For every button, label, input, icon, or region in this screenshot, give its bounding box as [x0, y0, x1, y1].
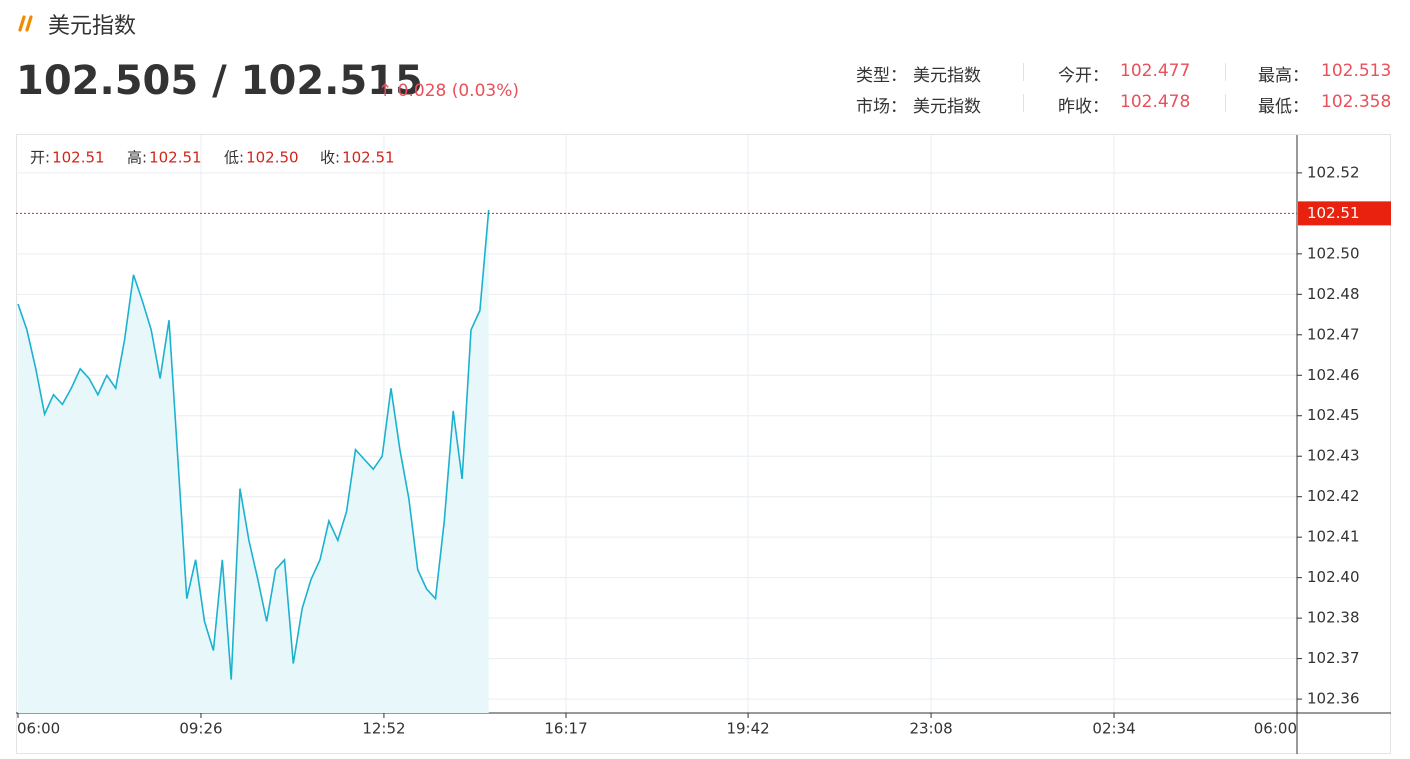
info-label: 今开： [1058, 66, 1109, 86]
ohlc-label: 收: [320, 149, 340, 167]
info-value: 102.358 [1321, 92, 1392, 112]
x-tick-label: 12:52 [362, 720, 405, 738]
y-tick-label: 102.45 [1307, 406, 1360, 424]
divider [1225, 94, 1226, 112]
y-tick-label: 102.43 [1307, 447, 1360, 465]
ohlc-label: 开: [30, 149, 50, 167]
divider [1023, 94, 1024, 112]
info-label: 昨收： [1058, 97, 1109, 117]
x-tick-label: 06:00 [17, 720, 60, 738]
divider [1023, 63, 1024, 81]
x-tick-label: 02:34 [1092, 720, 1135, 738]
change: ↑ 0.028 (0.03%) [378, 81, 519, 101]
price-label: 102.51 [1307, 204, 1360, 222]
info-value: 美元指数 [913, 66, 981, 86]
x-tick-label: 06:00 [1254, 720, 1297, 738]
change-value: 0.028 (0.03%) [397, 81, 519, 101]
info-value: 102.477 [1120, 61, 1191, 81]
y-tick-label: 102.50 [1307, 244, 1360, 262]
ohlc-label: 低: [224, 149, 244, 167]
info-label: 最高： [1258, 66, 1309, 86]
info-value: 102.478 [1120, 92, 1191, 112]
ohlc-value: 102.51 [342, 149, 395, 167]
info-value: 美元指数 [913, 97, 981, 117]
price: 102.505 / 102.515 [16, 58, 423, 104]
title: 美元指数 [48, 14, 137, 39]
chart-frame [16, 134, 1391, 754]
ohlc-label: 高: [127, 149, 147, 167]
info-label: 类型： [856, 66, 907, 86]
title-icon [18, 15, 33, 32]
ohlc-value: 102.51 [149, 149, 202, 167]
info-label: 市场： [856, 97, 907, 117]
info-label: 最低： [1258, 97, 1309, 117]
y-tick-label: 102.48 [1307, 285, 1360, 303]
y-tick-label: 102.46 [1307, 366, 1360, 384]
x-tick-label: 09:26 [179, 720, 222, 738]
price-label-box [1298, 201, 1391, 226]
y-tick-label: 102.42 [1307, 487, 1360, 505]
y-tick-label: 102.40 [1307, 568, 1360, 586]
x-tick-label: 16:17 [544, 720, 587, 738]
ohlc-value: 102.51 [52, 149, 105, 167]
divider [1225, 63, 1226, 81]
y-tick-label: 102.37 [1307, 649, 1360, 667]
area [18, 210, 489, 713]
line [17, 210, 490, 680]
ohlc-value: 102.50 [246, 149, 299, 167]
y-tick-label: 102.47 [1307, 325, 1360, 343]
info-value: 102.513 [1321, 61, 1392, 81]
y-tick-label: 102.38 [1307, 609, 1360, 627]
y-tick-label: 102.52 [1307, 163, 1360, 181]
x-tick-label: 23:08 [909, 720, 952, 738]
x-tick-label: 19:42 [726, 720, 769, 738]
y-tick-label: 102.36 [1307, 690, 1360, 708]
y-tick-label: 102.41 [1307, 528, 1360, 546]
